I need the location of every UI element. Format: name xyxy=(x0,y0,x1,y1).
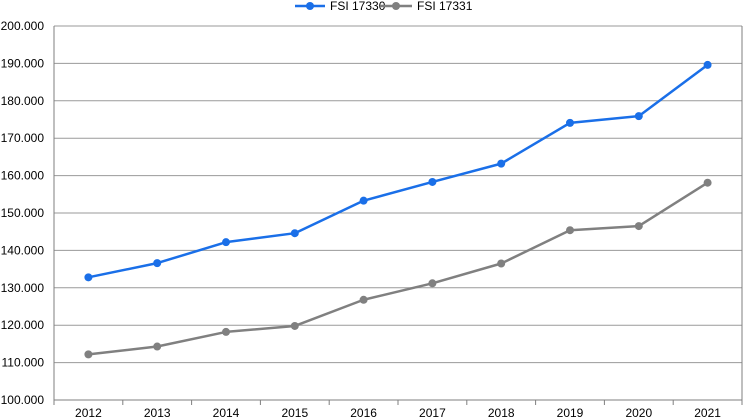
data-point xyxy=(153,259,162,268)
x-tick-label: 2018 xyxy=(488,406,515,419)
x-tick-label: 2015 xyxy=(281,406,308,419)
series-1 xyxy=(84,60,712,282)
data-point xyxy=(359,295,368,304)
legend: FSI 17330 FSI 17331 xyxy=(295,0,473,13)
x-tick-label: 2019 xyxy=(557,406,584,419)
data-point xyxy=(153,342,162,351)
series-line-1 xyxy=(88,63,709,279)
x-tick-label: 2021 xyxy=(694,406,721,419)
legend-label-series-2: FSI 17331 xyxy=(417,0,473,13)
data-point xyxy=(290,229,299,238)
legend-label-series-1: FSI 17330 xyxy=(330,0,386,13)
legend-entry-series-1: FSI 17330 xyxy=(295,0,386,13)
x-tick-label: 2013 xyxy=(144,406,171,419)
y-tick-label: 140.000 xyxy=(1,243,45,257)
data-point xyxy=(222,327,230,336)
x-tick-label: 2020 xyxy=(625,406,652,419)
y-tick-label: 120.000 xyxy=(1,318,45,332)
data-point xyxy=(566,118,574,127)
x-tick-label: 2014 xyxy=(213,406,240,419)
y-tick-label: 100.000 xyxy=(1,393,45,407)
y-tick-label: 170.000 xyxy=(1,131,45,145)
data-point xyxy=(428,279,437,288)
data-point xyxy=(634,222,643,231)
x-axis: 2012 2013 2014 2015 2016 2017 2018 2019 2020 2021 xyxy=(53,26,743,419)
data-point xyxy=(497,159,506,168)
y-tick-label: 180.000 xyxy=(1,94,45,108)
data-point xyxy=(359,196,368,205)
y-tick-label: 150.000 xyxy=(1,206,45,220)
data-point xyxy=(634,112,643,121)
legend-marker-series-1 xyxy=(306,2,314,10)
series-line-2 xyxy=(88,181,709,356)
data-point xyxy=(428,177,437,186)
series-2 xyxy=(84,178,712,359)
data-point xyxy=(497,259,506,268)
y-tick-label: 130.000 xyxy=(1,281,45,295)
data-point xyxy=(703,178,712,187)
data-point xyxy=(84,350,93,359)
data-point xyxy=(703,60,712,69)
y-tick-label: 190.000 xyxy=(1,56,45,70)
data-point xyxy=(290,321,299,330)
y-tick-label: 200.000 xyxy=(1,19,45,33)
y-tick-label: 110.000 xyxy=(2,356,45,370)
series-group xyxy=(84,60,712,359)
legend-entry-series-2: FSI 17331 xyxy=(380,0,473,13)
data-point xyxy=(84,273,93,282)
x-tick-label: 2017 xyxy=(419,406,446,419)
y-axis-tick-labels: 100.000 110.000 120.000 130.000 140.000 150.0… xyxy=(1,19,45,407)
x-tick-label: 2012 xyxy=(75,406,102,419)
x-tick-label: 2016 xyxy=(350,406,377,419)
y-tick-label: 160.000 xyxy=(1,169,45,183)
data-point xyxy=(566,226,574,235)
legend-marker-series-2 xyxy=(392,2,400,10)
data-point xyxy=(222,238,230,247)
